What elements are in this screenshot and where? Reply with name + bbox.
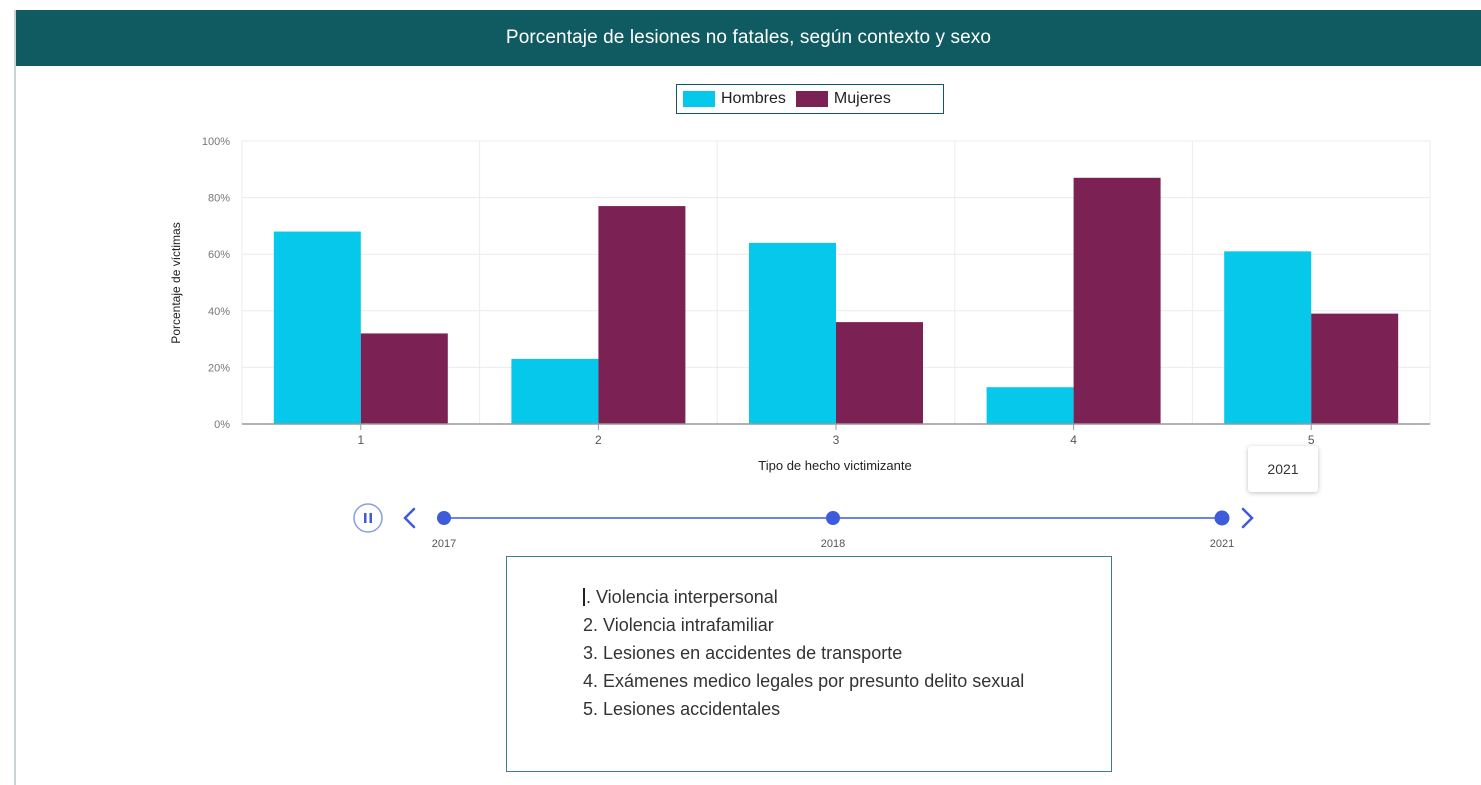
x-tick-label: 2 [595, 433, 602, 447]
legend-label-mujeres: Mujeres [833, 90, 891, 107]
timeline-point-2017[interactable] [437, 511, 451, 525]
note-item: 4. Exámenes medico legales por presunto … [583, 671, 1025, 691]
chart-axes: 0% 20% 40% 60% 80% 100% 1 2 3 4 5 [202, 136, 1430, 447]
timeline-label-2018: 2018 [821, 538, 845, 550]
tooltip-year: 2021 [1267, 461, 1299, 477]
x-axis-label: Tipo de hecho victimizante [758, 458, 911, 473]
legend-item-hombres[interactable]: Hombres [683, 90, 786, 108]
bar-mujeres-4 [1073, 177, 1161, 424]
timeline-tooltip: 2021 [1248, 446, 1318, 492]
x-tick-label: 5 [1308, 433, 1315, 447]
legend-swatch-mujeres [795, 91, 828, 107]
chart-bars [273, 177, 1399, 424]
bar-hombres-4 [986, 387, 1074, 424]
y-tick-label: 80% [208, 193, 230, 205]
bar-mujeres-2 [598, 206, 686, 424]
category-notes: . Violencia interpersonal 2. Violencia i… [506, 556, 1112, 772]
bar-mujeres-3 [836, 322, 923, 424]
bar-mujeres-1 [360, 333, 448, 424]
legend-swatch-hombres [683, 91, 715, 107]
legend-item-mujeres[interactable]: Mujeres [795, 90, 891, 108]
bar-hombres-5 [1224, 251, 1312, 424]
bar-mujeres-5 [1311, 313, 1399, 424]
y-tick-label: 0% [214, 419, 230, 431]
timeline: 2017 2018 2021 [353, 503, 1254, 550]
timeline-label-2021: 2021 [1210, 538, 1234, 550]
y-tick-label: 100% [202, 136, 230, 148]
chart-header: Porcentaje de lesiones no fatales, según… [16, 10, 1481, 66]
legend: Hombres Mujeres [676, 84, 944, 114]
chevron-right-icon[interactable] [1241, 507, 1254, 529]
play-pause-button[interactable] [353, 503, 383, 533]
timeline-point-2018[interactable] [826, 511, 840, 525]
timeline-label-2017: 2017 [432, 538, 456, 550]
bar-hombres-2 [511, 358, 599, 424]
bar-hombres-1 [273, 231, 361, 424]
timeline-point-2021[interactable] [1214, 510, 1230, 526]
note-item: 2. Violencia intrafamiliar [583, 615, 774, 635]
bar-hombres-3 [749, 242, 836, 424]
page-title: Porcentaje de lesiones no fatales, según… [505, 27, 992, 48]
x-tick-label: 3 [833, 433, 840, 447]
y-tick-label: 20% [208, 362, 230, 374]
note-item: 5. Lesiones accidentales [583, 699, 781, 719]
note-item: . Violencia interpersonal [583, 583, 1091, 611]
y-tick-label: 60% [208, 249, 230, 261]
y-axis-label: Porcentaje de víctimas [169, 222, 183, 343]
y-tick-label: 40% [208, 306, 230, 318]
x-tick-label: 4 [1070, 433, 1077, 447]
legend-label-hombres: Hombres [721, 90, 786, 107]
pause-icon [364, 513, 372, 523]
text-cursor [583, 588, 585, 606]
chevron-left-icon[interactable] [403, 507, 416, 529]
x-tick-label: 1 [357, 433, 364, 447]
note-item: 3. Lesiones en accidentes de transporte [583, 643, 903, 663]
